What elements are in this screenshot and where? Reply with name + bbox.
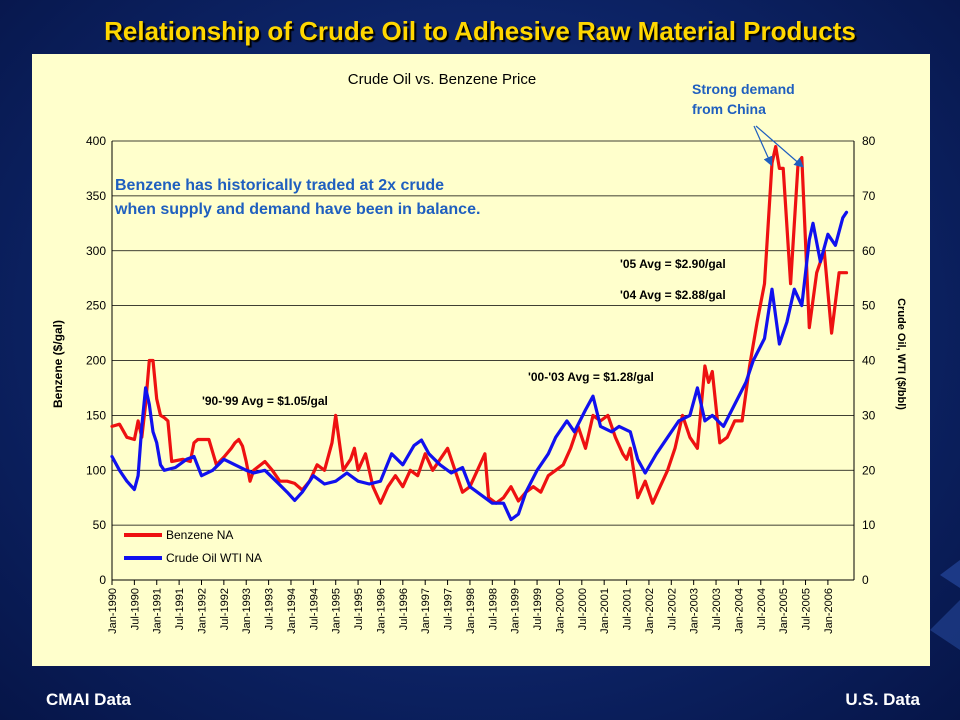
y-tick-label: 400 (86, 134, 106, 148)
y2-tick-label: 60 (862, 244, 876, 258)
series-line-benzene (110, 144, 849, 505)
y-tick-label: 0 (99, 573, 106, 587)
footer-right: U.S. Data (845, 690, 920, 709)
chart-panel: Crude Oil vs. Benzene Price Benzene ($/g… (32, 54, 930, 666)
china-note-line1: Strong demand (692, 81, 795, 97)
x-tick-label: Jul-1992 (219, 588, 231, 630)
y2-tick-label: 70 (862, 189, 876, 203)
x-tick-label: Jan-2006 (823, 588, 835, 634)
x-tick-label: Jan-1992 (196, 588, 208, 634)
x-tick-label: Jul-2004 (756, 588, 768, 630)
y2-tick-label: 50 (862, 299, 876, 313)
x-tick-label: Jan-1995 (331, 588, 343, 634)
x-tick-label: Jul-1993 (264, 588, 276, 630)
china-note-line2: from China (692, 101, 766, 117)
y2-tick-label: 80 (862, 134, 876, 148)
avg-2004-label: '04 Avg = $2.88/gal (620, 288, 726, 302)
x-tick-label: Jul-1999 (532, 588, 544, 630)
y2-tick-label: 10 (862, 518, 876, 532)
x-tick-label: Jan-1997 (420, 588, 432, 634)
china-arrow-1 (753, 125, 773, 167)
y2-tick-label: 20 (862, 463, 876, 477)
y-tick-label: 350 (86, 189, 106, 203)
legend-label-crude: Crude Oil WTI NA (166, 551, 262, 565)
footer-left: CMAI Data (46, 690, 132, 709)
y2-tick-label: 30 (862, 408, 876, 422)
y-tick-label: 150 (86, 408, 106, 422)
x-tick-label: Jul-2000 (577, 588, 589, 630)
x-tick-label: Jul-1997 (443, 588, 455, 630)
chart-title: Crude Oil vs. Benzene Price (348, 71, 536, 88)
legend-label-benzene: Benzene NA (166, 528, 233, 542)
x-tick-label: Jul-2002 (666, 588, 678, 630)
x-tick-label: Jul-1991 (174, 588, 186, 630)
x-tick-label: Jul-2005 (801, 588, 813, 630)
y-tick-label: 100 (86, 463, 106, 477)
y2-tick-label: 0 (862, 573, 869, 587)
y-tick-label: 200 (86, 354, 106, 368)
x-tick-label: Jul-1998 (487, 588, 499, 630)
x-tick-label: Jan-1990 (107, 588, 119, 634)
y2-tick-label: 40 (862, 354, 876, 368)
x-tick-label: Jul-1996 (398, 588, 410, 630)
legend: Benzene NA Crude Oil WTI NA (124, 528, 262, 565)
x-tick-label: Jul-1994 (308, 588, 320, 630)
x-tick-label: Jul-2001 (622, 588, 634, 630)
decorative-stripes (930, 560, 960, 650)
avg-2000-03-label: '00-'03 Avg = $1.28/gal (528, 370, 654, 384)
x-tick-label: Jan-1996 (375, 588, 387, 634)
y-tick-label: 50 (93, 518, 107, 532)
series-line-crude (110, 210, 849, 522)
x-tick-label: Jan-2004 (733, 588, 745, 634)
benzene-note-line1: Benzene has historically traded at 2x cr… (115, 177, 444, 194)
avg-1990s-label: '90-'99 Avg = $1.05/gal (202, 394, 328, 408)
x-tick-label: Jan-1998 (465, 588, 477, 634)
avg-2005-label: '05 Avg = $2.90/gal (620, 257, 726, 271)
x-tick-label: Jan-1991 (152, 588, 164, 634)
x-tick-label: Jul-1995 (353, 588, 365, 630)
china-arrow-2 (755, 125, 804, 168)
x-tick-label: Jan-1993 (241, 588, 253, 634)
benzene-crude-chart: Crude Oil vs. Benzene Price Benzene ($/g… (51, 71, 907, 634)
y2-axis-label: Crude Oil, WTI ($/bbl) (895, 298, 907, 410)
benzene-note-line2: when supply and demand have been in bala… (114, 201, 480, 218)
y-tick-label: 250 (86, 299, 106, 313)
x-tick-label: Jan-1999 (510, 588, 522, 634)
y-tick-label: 300 (86, 244, 106, 258)
slide-title: Relationship of Crude Oil to Adhesive Ra… (104, 16, 856, 46)
x-tick-label: Jul-1990 (129, 588, 141, 630)
x-tick-label: Jan-2001 (599, 588, 611, 634)
x-tick-label: Jan-2000 (554, 588, 566, 634)
x-tick-label: Jan-2003 (689, 588, 701, 634)
x-tick-label: Jul-2003 (711, 588, 723, 630)
y-axis-label: Benzene ($/gal) (51, 320, 65, 408)
x-tick-label: Jan-2002 (644, 588, 656, 634)
x-tick-label: Jan-1994 (286, 588, 298, 634)
x-tick-label: Jan-2005 (778, 588, 790, 634)
